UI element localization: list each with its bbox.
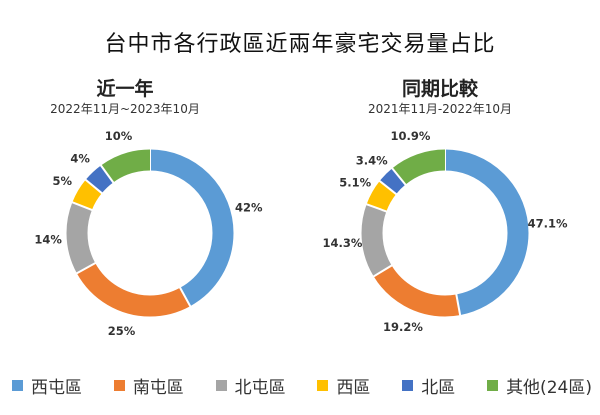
data-label-xitun: 42% [235,201,263,215]
data-label-north: 4% [70,152,90,166]
chart-title: 台中市各行政區近兩年豪宅交易量占比 [104,32,496,57]
legend-item-beitun: 北屯區 [215,373,286,398]
data-label-nantun: 25% [108,324,136,338]
slice-beitun [66,149,234,317]
legend-item-xitun: 西屯區 [12,373,82,398]
left-chart-title: 近一年 [96,78,154,100]
legend-item-others: 其他(24區) [487,373,592,398]
legend-label: 南屯區 [132,377,184,398]
legend-label: 西屯區 [31,377,82,398]
data-label-beitun: 14% [34,232,62,246]
legend-swatch [113,379,125,391]
data-label-west: 5% [52,174,72,188]
legend-label: 北區 [421,377,456,398]
data-label-west: 5.1% [339,176,371,190]
legend-swatch [487,379,499,391]
legend-swatch [12,379,23,391]
right-chart-period: 2021年11月-2022年10月 [368,102,512,116]
legend-label: 其他(24區) [506,377,592,398]
legend-label: 北屯區 [234,377,286,398]
slice-separator [455,293,462,317]
left-chart-period: 2022年11月~2023年10月 [50,102,200,116]
right-chart-title: 同期比較 [401,78,478,100]
slice-separator [178,286,192,308]
data-label-nantun: 19.2% [383,320,423,334]
slice-beitun [361,149,529,317]
donut-chart-1: 47.1% 19.2% 14.3% 5.1% 3.4%10.9% [323,129,568,334]
slice-others [66,149,234,317]
slice-separator [390,166,407,187]
slice-separator [372,264,393,278]
legend-item-north: 北區 [402,373,455,398]
legend-item-nantun: 南屯區 [113,373,184,398]
slice-nantun [361,149,529,317]
legend-swatch [215,379,227,391]
slice-nantun [66,149,234,317]
slice-separator [71,200,94,212]
legend: 西屯區 南屯區 北屯區 西區 北區 其他(24區) [12,370,592,400]
legend-swatch [402,379,414,391]
data-label-xitun: 47.1% [528,217,568,231]
data-label-others: 10.9% [390,129,430,143]
slice-separator [99,164,115,184]
legend-label: 西區 [336,377,371,398]
data-label-beitun: 14.3% [323,236,363,250]
slice-separator [378,179,398,196]
legend-swatch [317,379,329,391]
donut-chart-0: 42% 25% 14% 5% 4% 10% [34,129,263,338]
slice-separator [75,261,97,275]
slice-separator [365,202,388,213]
data-label-others: 10% [105,129,133,143]
data-label-north: 3.4% [356,154,388,168]
slice-others [361,149,529,317]
slice-separator [84,178,104,195]
legend-item-west: 西區 [317,373,370,398]
